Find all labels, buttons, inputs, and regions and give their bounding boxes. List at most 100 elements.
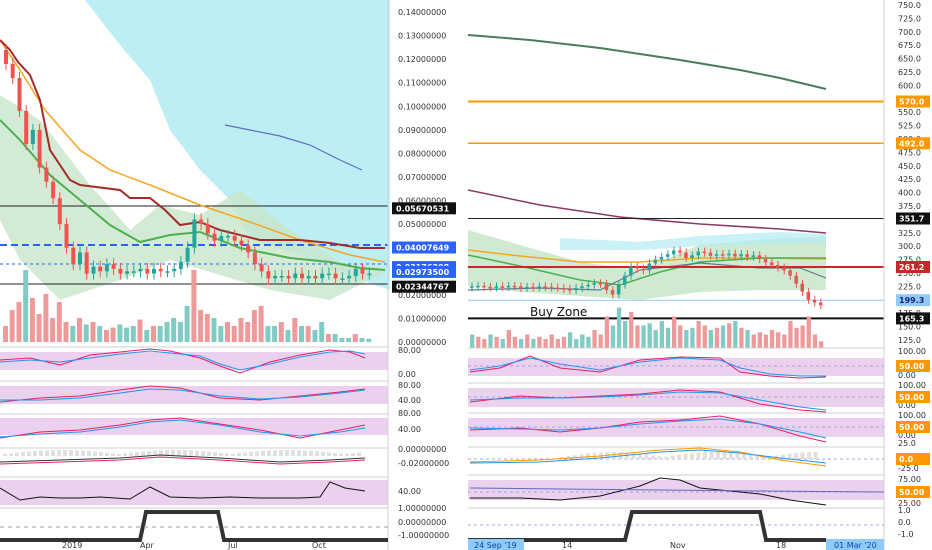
oscillator-band [0,386,388,404]
y-tick-label: 0.13000000 [398,32,446,41]
oscillator-axis-label: 100.00 [898,381,926,390]
volume-bar [684,330,689,348]
macd-histogram-bar [657,456,662,459]
candle [531,286,535,289]
candle [64,224,69,248]
macd-histogram-bar [586,453,590,459]
oscillator-band [468,388,884,407]
volume-bar [586,336,591,349]
macd-histogram-bar [27,451,31,456]
volume-bar [512,336,518,349]
macd-histogram-bar [165,450,169,456]
oscillator-axis-label: 25.0 [898,439,916,448]
macd-histogram-bar [201,451,205,456]
candle [776,265,780,268]
volume-bar [555,339,560,348]
macd-histogram-bar [225,453,229,456]
candle [714,254,719,256]
candle [519,286,523,288]
x-axis-range-end-badge [826,539,884,550]
candle [367,273,372,276]
volume-bar [665,327,671,349]
candle [598,283,602,285]
volume-bar [745,330,750,348]
right-chart-panel[interactable]: Buy Zone 750.0 725.0 700.0 675.0 650.0 625.0 60… [467,0,930,550]
candle [232,235,237,241]
candle [745,254,749,257]
macd-histogram-bar [787,453,792,459]
macd-signal [0,456,366,465]
macd-histogram-bar [195,450,199,456]
volume-bar [63,322,69,342]
rsi-line [0,385,366,403]
volume-bar [171,318,177,342]
volume-bar [117,324,123,342]
ema-green-line [0,119,386,271]
macd-histogram-bar [579,454,584,459]
macd-histogram-bar [735,453,740,459]
candle [104,264,109,272]
macd-histogram-bar [794,453,798,459]
macd-histogram-bar [117,453,121,456]
oscillator-axis-label: 100.00 [898,347,926,356]
macd-histogram-bar [696,452,701,459]
candle [616,284,621,295]
candle [78,252,82,265]
volume-bar [83,324,89,342]
price-marker-label: 570.0 [899,98,925,107]
volume-bar [16,302,22,342]
candle [44,167,49,182]
candle [306,276,311,279]
macd-histogram-bar [345,453,349,456]
macd-histogram-bar [57,450,61,456]
y-tick-label: 225.0 [898,282,921,291]
candle [111,264,116,269]
volume-bar [696,321,701,348]
candle [252,252,257,265]
macd-histogram-bar [566,456,571,459]
buy-zone-annotation: Buy Zone [530,305,587,319]
candle [293,273,298,279]
volume-bar [191,270,197,342]
mfi-line [0,417,366,439]
volume-bar [56,302,62,342]
x-axis-range-start-badge [468,539,524,550]
y-tick-label: 300.0 [898,242,921,251]
volume-bar [70,326,76,342]
left-chart-panel[interactable]: 0.14000000 0.13000000 0.12000000 0.11000000… [0,0,456,550]
macd-histogram-bar [159,450,163,456]
price-marker [896,137,930,150]
volume-bar [124,327,130,342]
candle [757,255,762,260]
volume-bar [470,334,475,348]
candle [506,285,511,288]
price-marker [392,241,456,254]
macd-histogram-bar [807,452,811,459]
candle [482,285,486,288]
oscillator-axis-label: 1.00000000 [398,504,446,513]
macd-histogram-bar [664,456,668,459]
candle [580,286,584,288]
price-marker-label: 0.02344767 [396,283,449,292]
y-tick-label: 525.0 [898,122,921,131]
candle [537,286,541,288]
candle [205,224,210,234]
volume-bar [751,334,756,348]
candle [733,253,737,257]
macd-histogram-bar [123,453,127,456]
x-tick-label: 01 Mar '20 [834,541,877,550]
volume-bar [714,327,720,349]
y-tick-label: 150.0 [898,323,921,332]
x-tick-label: Jul [227,541,238,550]
volume-bar [245,322,251,342]
candle [178,261,183,269]
oscillator-axis-label: 100.00 [898,411,926,420]
rsi-line [469,389,827,413]
volume-bar [325,334,331,342]
candle [333,273,338,279]
macd-histogram-bar [189,450,193,456]
macd-histogram-bar [9,453,13,456]
macd-histogram-bar [748,454,753,459]
price-marker-label: 492.0 [899,139,925,148]
volume-bar [204,314,210,342]
